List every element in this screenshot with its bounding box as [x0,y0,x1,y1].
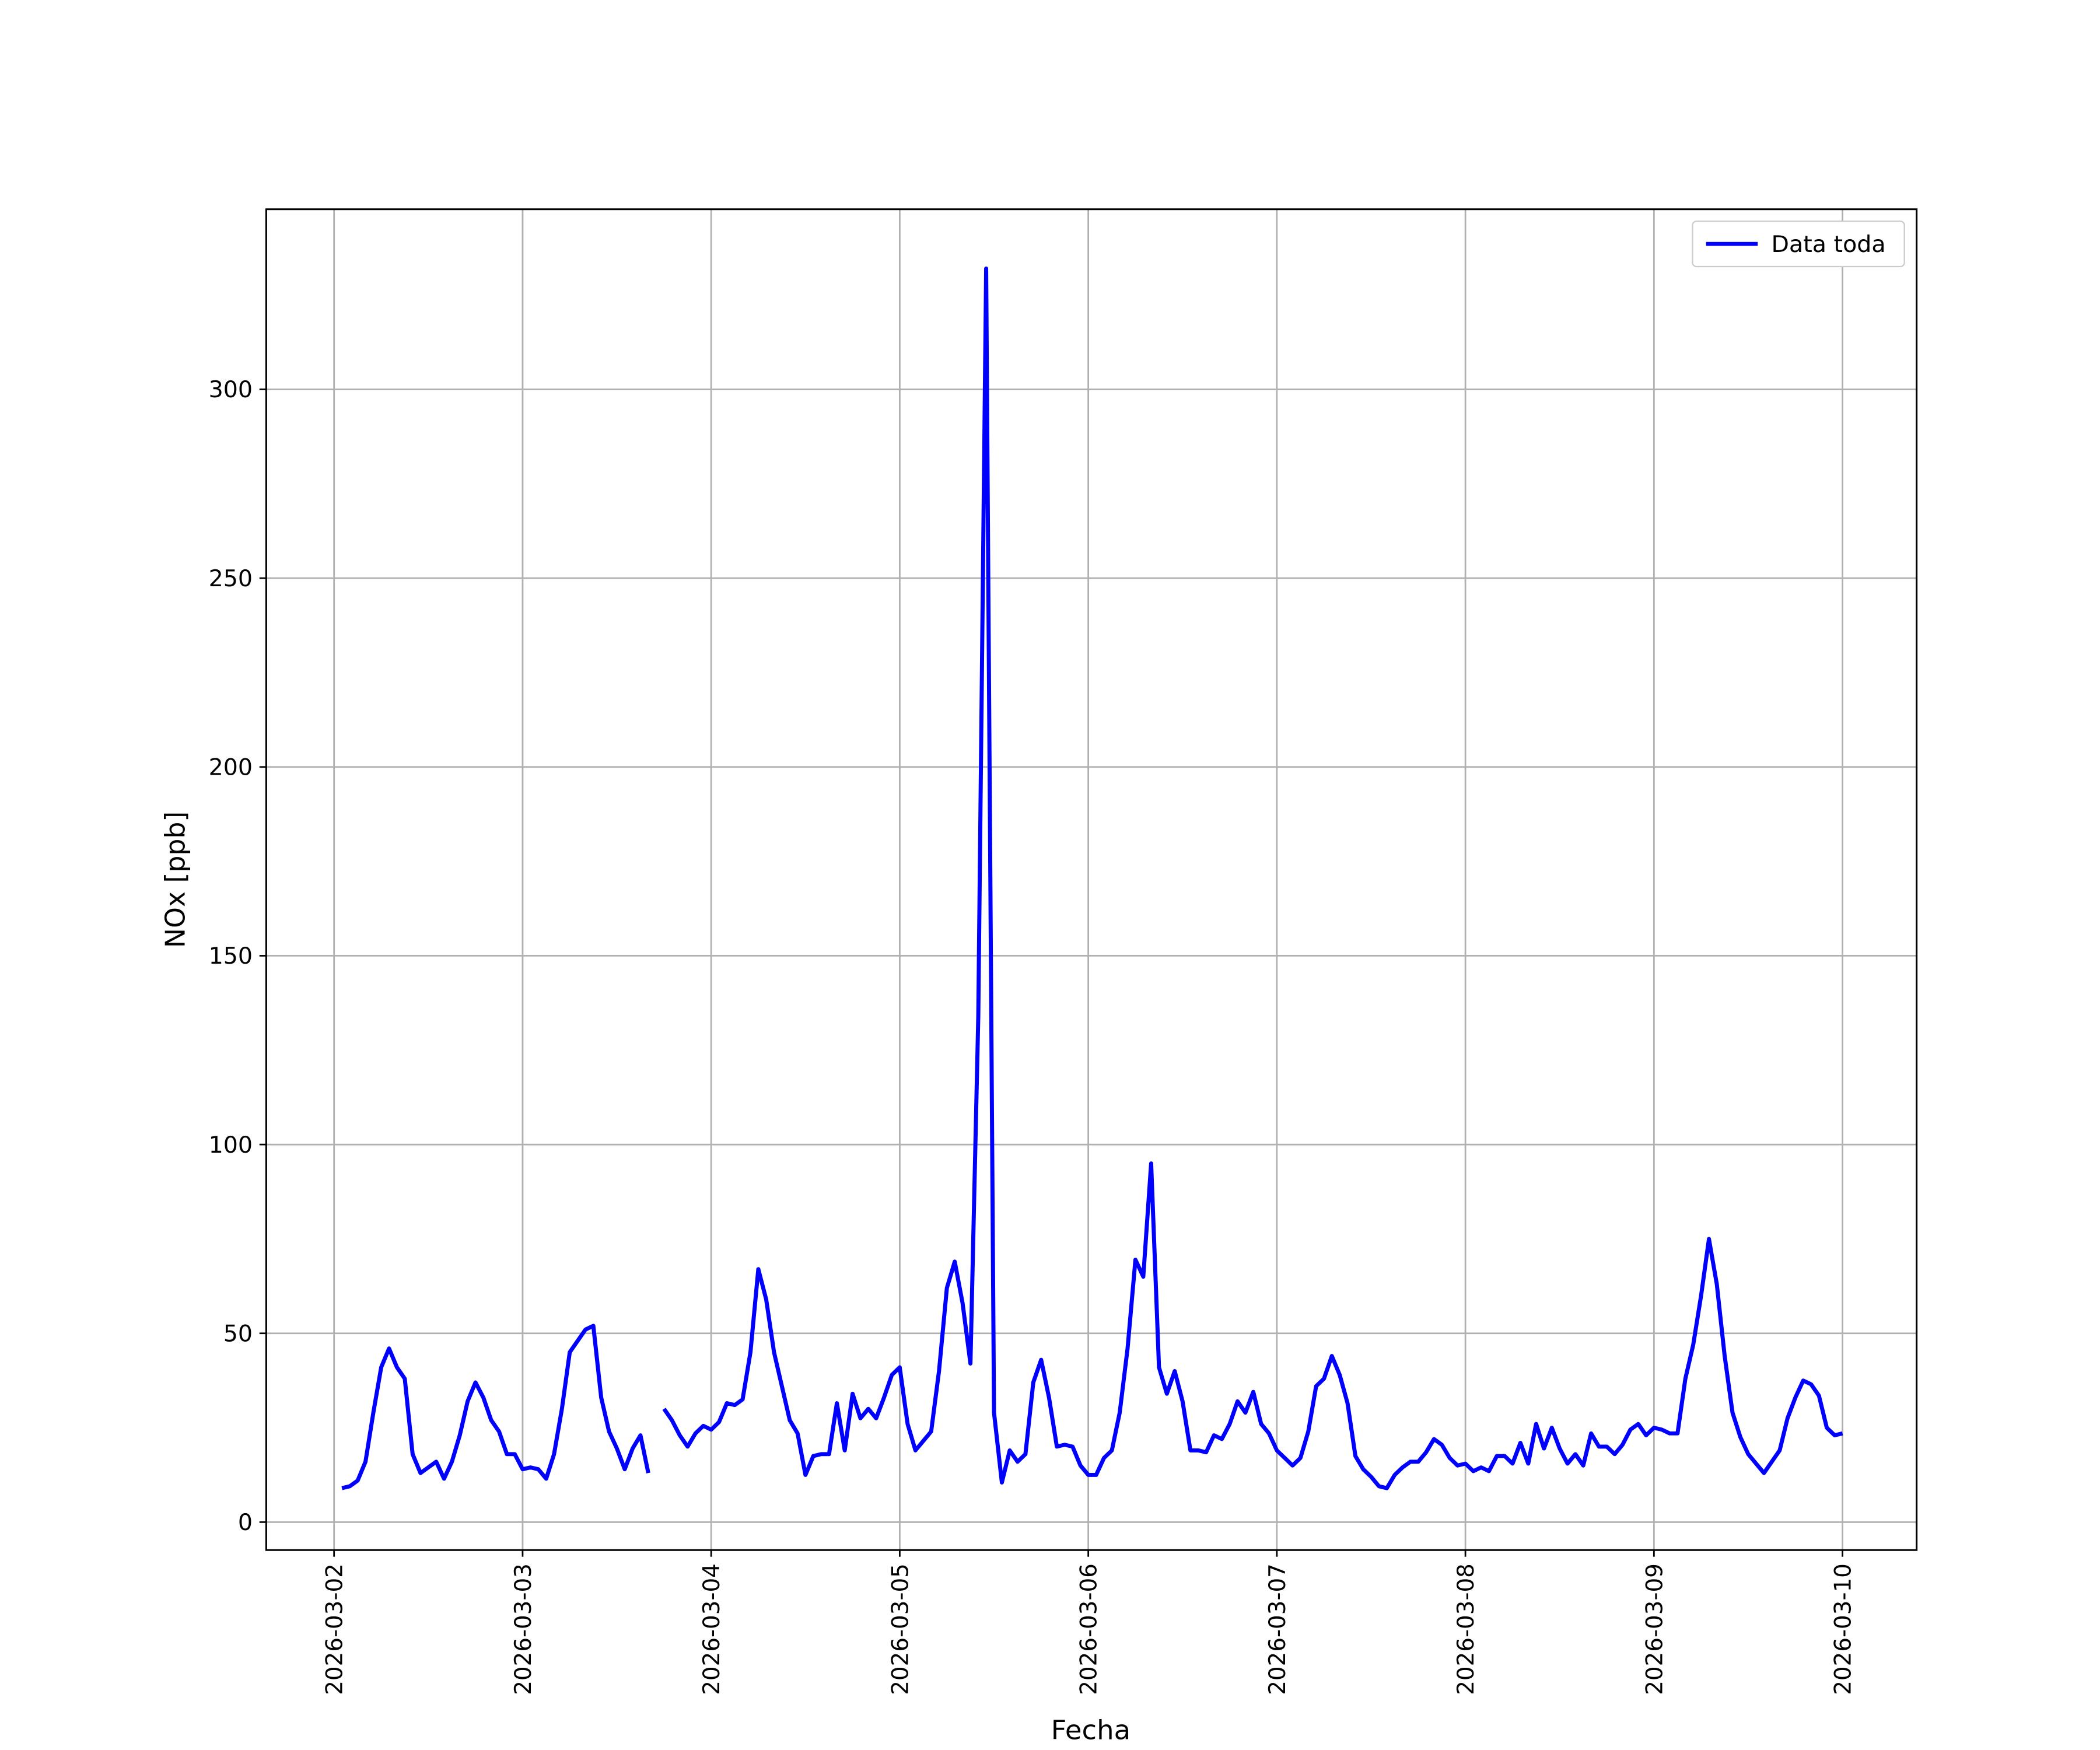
y-axis-label: NOx [ppb] [159,811,191,948]
y-tick-label: 150 [209,943,253,970]
data-line [341,266,1843,1490]
x-tick-label: 2026-03-05 [887,1563,914,1695]
x-tick-label: 2026-03-02 [321,1563,348,1695]
legend: Data toda [1692,220,1905,268]
legend-label: Data toda [1771,232,1885,258]
y-tick-label: 0 [238,1510,253,1536]
y-tick-label: 100 [209,1132,253,1158]
x-tick-label: 2026-03-07 [1265,1563,1291,1695]
x-tick-label: 2026-03-08 [1453,1563,1479,1695]
x-tick-label: 2026-03-06 [1076,1563,1102,1695]
y-tick-label: 300 [209,377,253,404]
x-tick-label: 2026-03-03 [510,1563,537,1695]
y-tick-label: 200 [209,755,253,781]
grid [266,209,1917,1550]
plot-area [341,266,1843,1490]
x-tick-label: 2026-03-04 [699,1563,725,1695]
axes-frame [265,208,1918,1551]
legend-box [1692,220,1905,268]
y-tick-label: 50 [223,1321,253,1348]
x-tick-label: 2026-03-09 [1642,1563,1668,1695]
x-tick-label: 2026-03-10 [1830,1563,1856,1695]
y-tick-label: 250 [209,566,253,592]
x-axis-label: Fecha [1051,1714,1131,1745]
